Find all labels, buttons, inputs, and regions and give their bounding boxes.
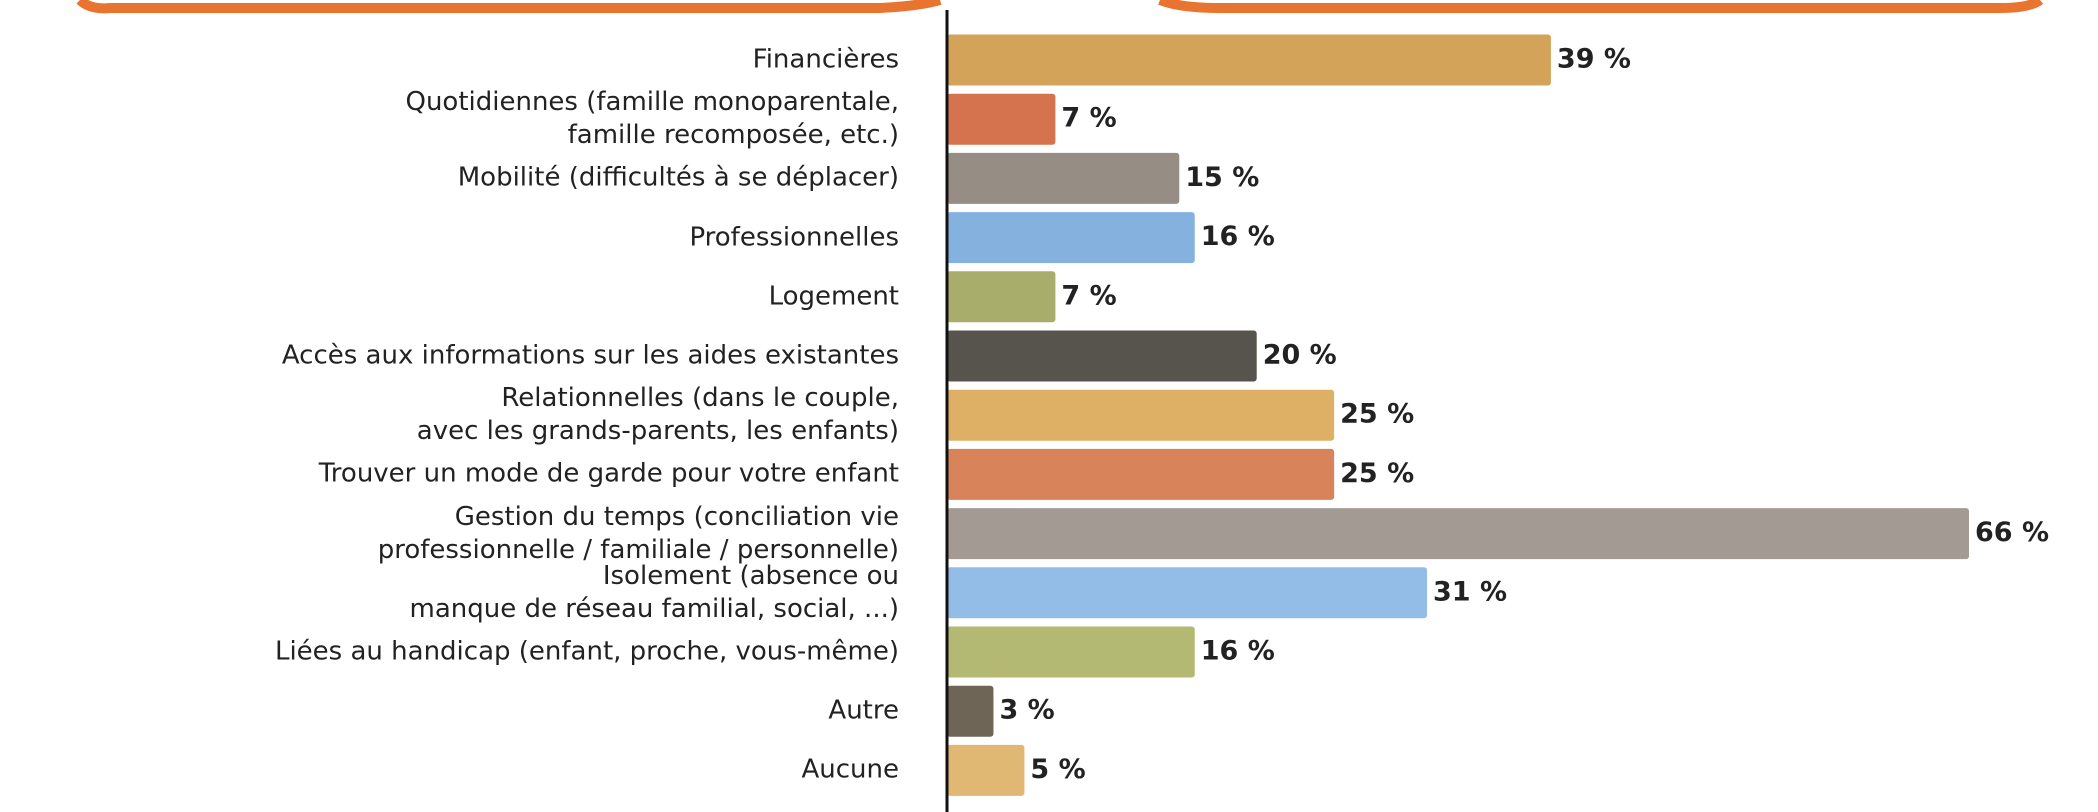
decor-border: [76, 0, 2044, 14]
bar: [947, 685, 994, 737]
bar: [947, 626, 1195, 678]
bar: [947, 93, 1056, 145]
bar: [947, 389, 1335, 441]
value-label: 20 %: [1263, 340, 1337, 371]
value-label: 7 %: [1061, 103, 1116, 134]
category-label: Mobilité (difficultés à se déplacer): [457, 162, 899, 193]
bar: [947, 271, 1056, 323]
bar: [947, 212, 1195, 264]
value-label: 31 %: [1433, 576, 1507, 607]
category-label: Aucune: [801, 754, 899, 785]
value-label: 25 %: [1340, 458, 1414, 489]
value-label: 16 %: [1201, 221, 1275, 252]
category-label: Financières: [752, 44, 899, 75]
value-label: 66 %: [1975, 517, 2049, 548]
value-label: 5 %: [1030, 754, 1085, 785]
value-label: 16 %: [1201, 636, 1275, 667]
category-label: Gestion du temps (conciliation vie profe…: [377, 501, 899, 565]
bar: [947, 330, 1257, 382]
bar: [947, 152, 1180, 204]
bar: [947, 34, 1551, 86]
category-label: Logement: [768, 281, 899, 312]
category-label: Relationnelles (dans le couple, avec les…: [416, 383, 899, 447]
category-label: Professionnelles: [689, 222, 899, 253]
category-label: Isolement (absence ou manque de réseau f…: [409, 560, 899, 624]
value-label: 25 %: [1340, 399, 1414, 430]
bar: [947, 508, 1969, 560]
value-label: 39 %: [1557, 44, 1631, 75]
category-label: Accès aux informations sur les aides exi…: [281, 340, 899, 371]
bar: [947, 744, 1025, 796]
category-label: Autre: [828, 695, 899, 726]
value-label: 3 %: [999, 695, 1054, 726]
category-label: Quotidiennes (famille monoparentale, fam…: [405, 87, 899, 151]
category-label: Trouver un mode de garde pour votre enfa…: [318, 458, 899, 489]
value-label: 15 %: [1185, 162, 1259, 193]
category-label: Liées au handicap (enfant, proche, vous-…: [274, 636, 899, 667]
bar: [947, 448, 1335, 500]
value-label: 7 %: [1061, 280, 1116, 311]
bar: [947, 567, 1428, 619]
